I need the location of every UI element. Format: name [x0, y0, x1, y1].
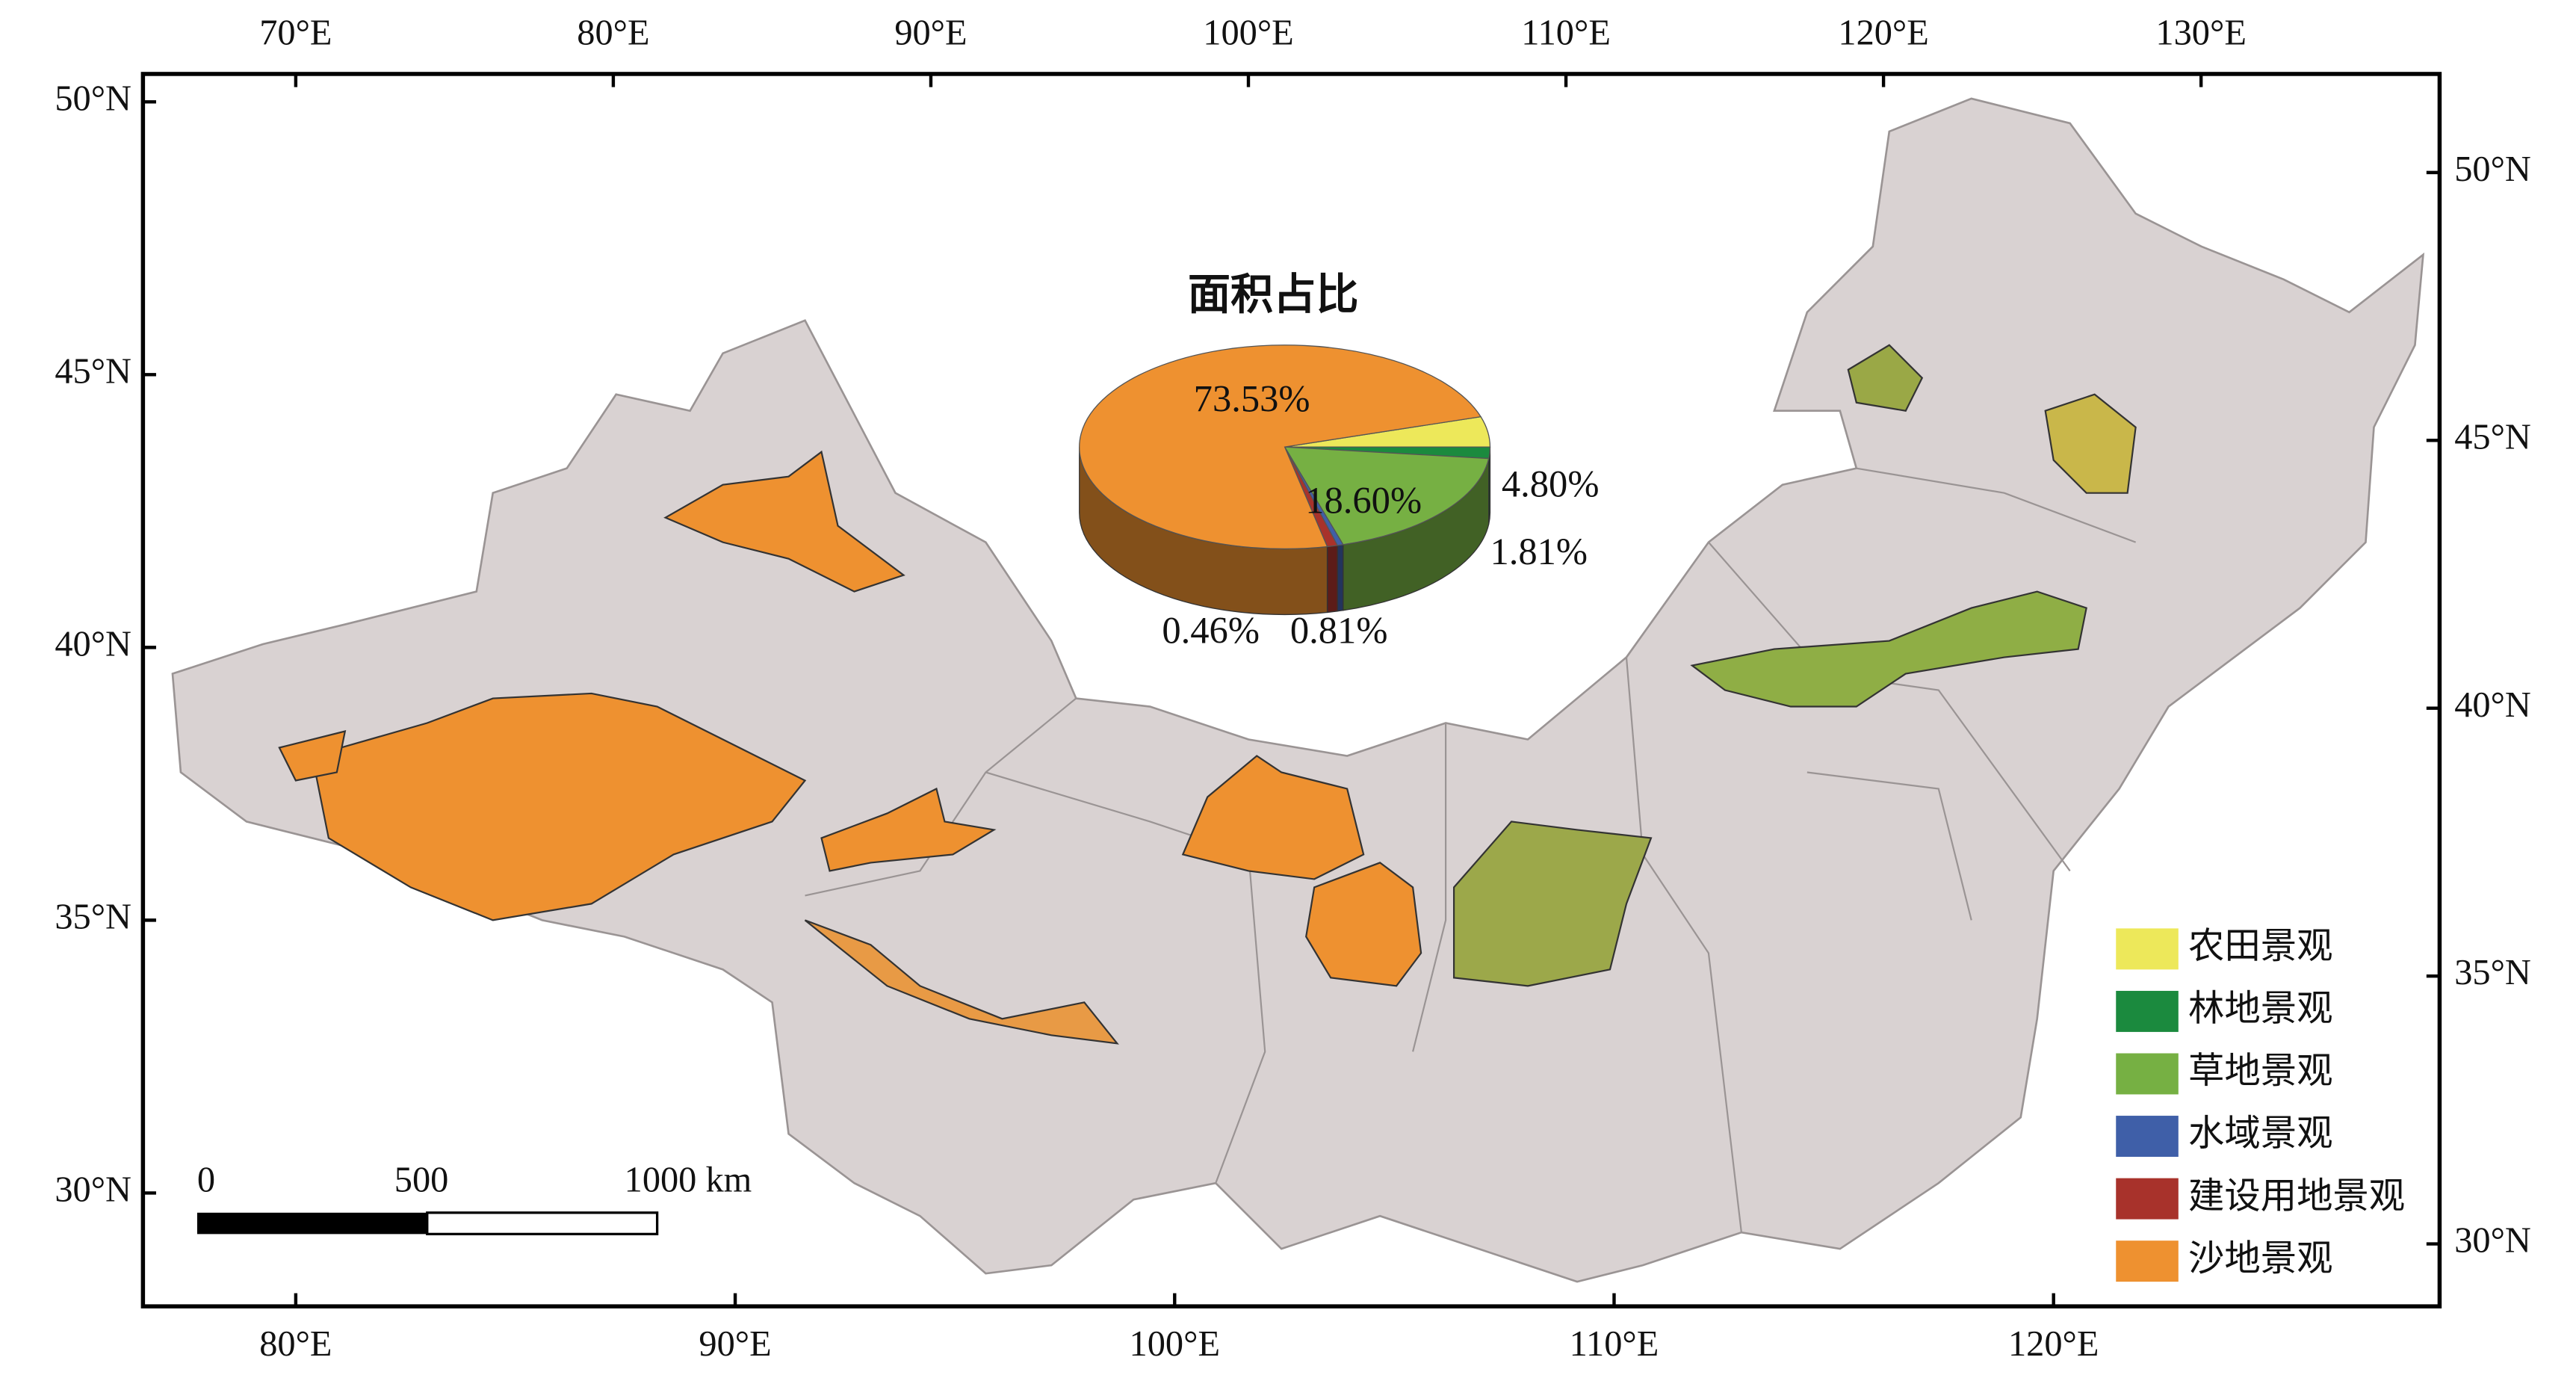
pie-slice — [1079, 344, 1482, 550]
x-tick-label: 70°E — [259, 13, 332, 52]
y-tick-label: 40°N — [55, 624, 131, 664]
scale-bar-white — [426, 1211, 659, 1236]
legend-label: 农田景观 — [2188, 927, 2332, 966]
hulunbuir — [1847, 344, 1924, 412]
scale-label: 1000 km — [625, 1160, 752, 1199]
pie-value-label: 73.53% — [1194, 377, 1310, 419]
legend-swatch — [2116, 1240, 2179, 1282]
legend-label: 建设用地景观 — [2188, 1176, 2405, 1216]
y-tick-label: 50°N — [2454, 149, 2531, 189]
pie-side — [1326, 545, 1338, 614]
sand-patches — [278, 344, 2137, 1045]
legend-swatch — [2116, 990, 2179, 1032]
qaidam — [820, 787, 997, 872]
legend-label: 水域景观 — [2188, 1114, 2332, 1154]
scale-label: 500 — [394, 1160, 449, 1199]
y-tick-label: 30°N — [55, 1170, 131, 1209]
map-frame — [140, 72, 2442, 1309]
pie-title: 面积占比 — [1188, 271, 1359, 318]
y-tick-label: 45°N — [55, 351, 131, 391]
legend-swatch — [2116, 928, 2179, 970]
pie-side — [1337, 544, 1344, 612]
ordos-east — [1452, 821, 1653, 987]
legend-swatch — [2116, 1116, 2179, 1158]
x-tick-label: 110°E — [1521, 13, 1611, 52]
y-tick-label: 35°N — [55, 897, 131, 936]
y-tick-label: 30°N — [2454, 1221, 2531, 1261]
axes: 70°E 80°E 90°E 100°E 110°E 120°E 130°E 80°E 90°E… — [55, 13, 2530, 1364]
y-tick-label: 40°N — [2454, 685, 2531, 725]
y-tick-label: 45°N — [2454, 417, 2531, 457]
taklimakan — [311, 692, 807, 921]
y-tick-label: 35°N — [2454, 953, 2531, 992]
tarim-west — [278, 730, 347, 782]
x-tick-label: 100°E — [1130, 1324, 1220, 1364]
x-tick-label: 100°E — [1203, 13, 1293, 52]
x-tick-label: 120°E — [1838, 13, 1928, 52]
ordos-west — [1305, 862, 1422, 987]
x-tick-label: 110°E — [1570, 1324, 1659, 1364]
pie-slice — [1284, 446, 1490, 546]
pie-chart: 面积占比 4.80% 1.81% 18.60% 0.46% 0.81% 73.53% — [1079, 271, 1600, 651]
alxa — [1181, 755, 1365, 880]
junggar — [663, 450, 905, 593]
pie-value-label: 0.46% — [1162, 609, 1260, 651]
songnen — [2044, 393, 2137, 494]
legend-label: 草地景观 — [2188, 1051, 2332, 1091]
x-tick-label: 120°E — [2008, 1324, 2099, 1364]
x-tick-label: 80°E — [577, 13, 649, 52]
x-tick-label: 130°E — [2155, 13, 2246, 52]
legend-label: 沙地景观 — [2188, 1239, 2332, 1279]
scale-bar: 0 500 1000 km — [196, 1160, 752, 1236]
x-tick-label: 90°E — [894, 13, 967, 52]
x-tick-label: 90°E — [699, 1324, 771, 1364]
pie-value-label: 0.81% — [1290, 609, 1388, 651]
pie-value-label: 1.81% — [1490, 531, 1588, 572]
horqin — [1690, 590, 2087, 708]
qaidam-south — [804, 919, 1119, 1045]
pie-value-label: 18.60% — [1305, 480, 1422, 522]
x-tick-label: 80°E — [259, 1324, 332, 1364]
legend-swatch — [2116, 1053, 2179, 1095]
y-tick-label: 50°N — [55, 78, 131, 118]
scale-bar-black — [196, 1212, 427, 1235]
legend-label: 林地景观 — [2188, 989, 2332, 1029]
pie-value-label: 4.80% — [1502, 463, 1600, 505]
legend-swatch — [2116, 1178, 2179, 1220]
scale-label: 0 — [197, 1160, 215, 1199]
